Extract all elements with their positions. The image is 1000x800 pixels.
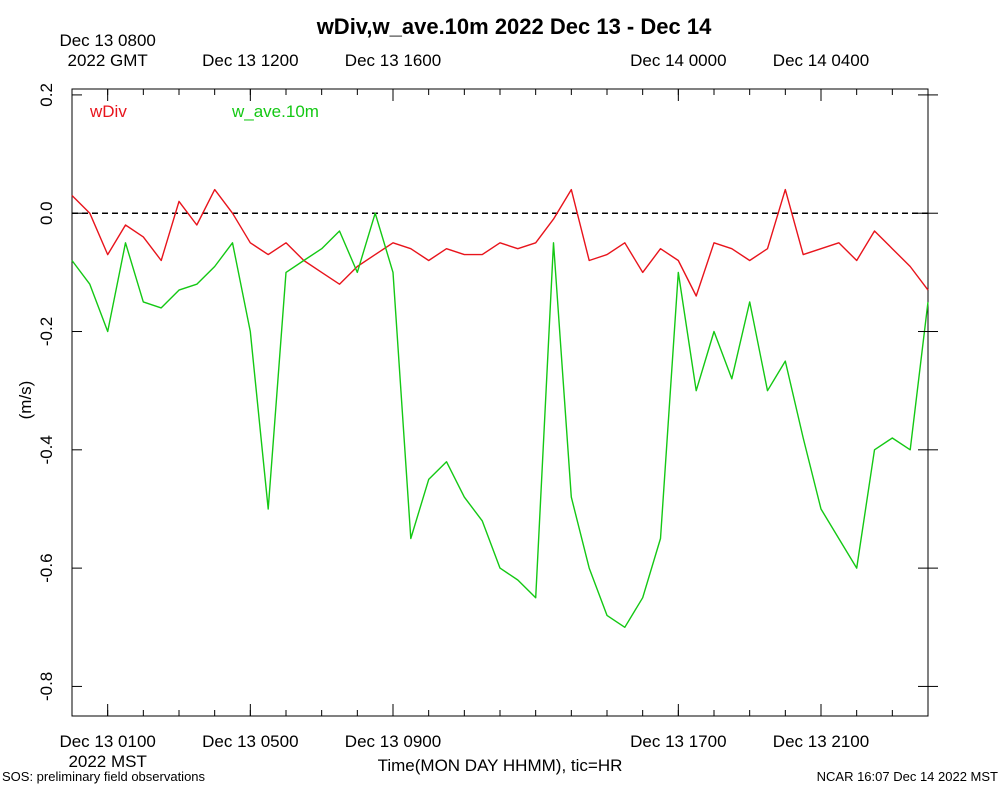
series-layer bbox=[71, 188, 929, 628]
series-line-w-ave-10m bbox=[71, 212, 929, 628]
x-top-tick-label: Dec 13 1200 bbox=[202, 51, 298, 70]
x-axis-label: Time(MON DAY HHMM), tic=HR bbox=[378, 756, 623, 775]
y-tick-label: -0.6 bbox=[37, 553, 56, 582]
x-top-tick-label: Dec 13 1600 bbox=[345, 51, 441, 70]
y-tick-label: -0.4 bbox=[37, 435, 56, 464]
series-line-wdiv bbox=[71, 188, 929, 297]
y-axis-label: (m/s) bbox=[16, 381, 35, 420]
footer-left-note: SOS: preliminary field observations bbox=[2, 769, 206, 784]
legend-label: wDiv bbox=[89, 102, 127, 121]
x-tick-label: 2022 MST bbox=[68, 752, 146, 771]
x-top-tick-label: 2022 GMT bbox=[68, 51, 148, 70]
x-top-tick-label: Dec 13 0800 bbox=[59, 31, 155, 50]
plot-frame bbox=[71, 88, 929, 717]
y-tick-label: 0.0 bbox=[37, 201, 56, 225]
x-top-tick-label: Dec 14 0400 bbox=[773, 51, 869, 70]
chart-title: wDiv,w_ave.10m 2022 Dec 13 - Dec 14 bbox=[316, 14, 712, 39]
x-tick-label: Dec 13 1700 bbox=[630, 732, 726, 751]
x-tick-label: Dec 13 0500 bbox=[202, 732, 298, 751]
y-tick-label: -0.8 bbox=[37, 672, 56, 701]
y-tick-label: 0.2 bbox=[37, 83, 56, 107]
legend-label: w_ave.10m bbox=[231, 102, 319, 121]
y-tick-label: -0.2 bbox=[37, 317, 56, 346]
x-top-tick-label: Dec 14 0000 bbox=[630, 51, 726, 70]
x-tick-label: Dec 13 2100 bbox=[773, 732, 869, 751]
x-tick-label: Dec 13 0100 bbox=[59, 732, 155, 751]
footer-right-note: NCAR 16:07 Dec 14 2022 MST bbox=[817, 769, 998, 784]
legend: wDiv w_ave.10m bbox=[89, 102, 319, 121]
x-tick-label: Dec 13 0900 bbox=[345, 732, 441, 751]
plot-area bbox=[71, 88, 929, 717]
